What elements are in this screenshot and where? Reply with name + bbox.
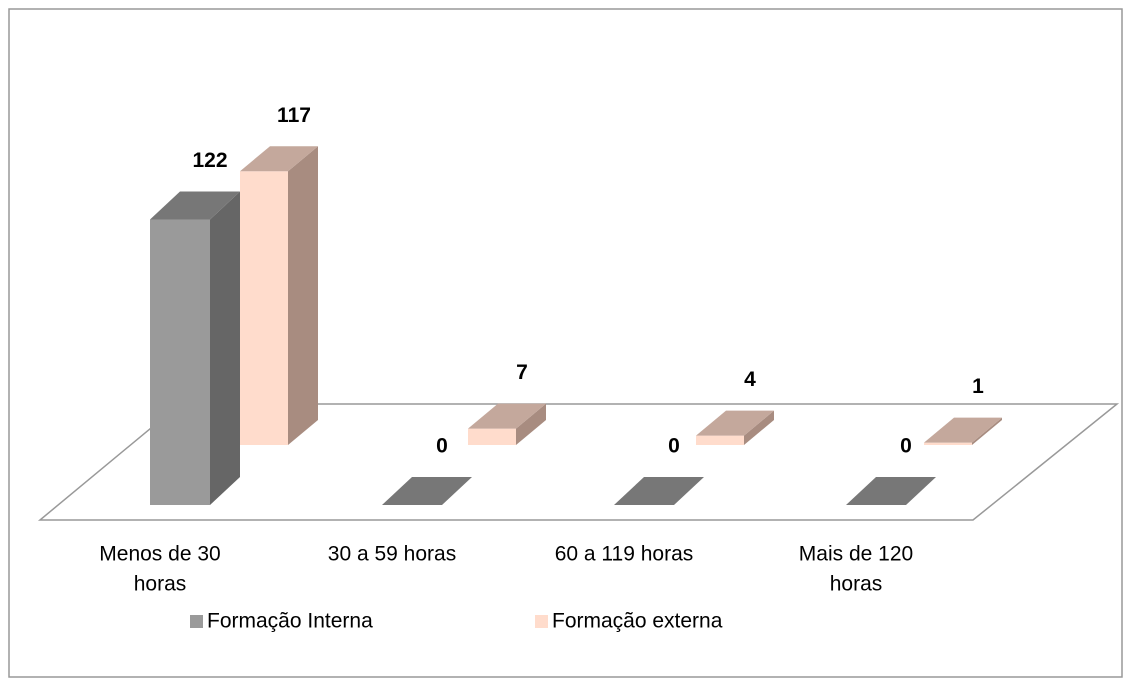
legend-label: Formação externa	[552, 610, 723, 633]
bar-top	[150, 191, 240, 220]
bar-top	[468, 403, 546, 429]
data-label: 4	[744, 368, 756, 391]
data-label: 1	[972, 375, 984, 398]
bar-top	[382, 477, 472, 505]
x-tick-label: 30 a 59 horas	[328, 543, 456, 566]
data-label: 122	[192, 149, 227, 172]
bar	[468, 403, 546, 445]
bar-side	[210, 191, 240, 505]
bar	[846, 477, 936, 505]
bar	[696, 410, 774, 445]
data-label: 0	[436, 435, 448, 458]
bar-side	[744, 410, 774, 445]
data-label: 0	[668, 435, 680, 458]
bar-top	[240, 146, 318, 172]
bar-front	[150, 219, 210, 505]
bar-side	[516, 403, 546, 445]
bar-side	[972, 417, 1002, 445]
bar-front	[924, 442, 972, 445]
bar	[924, 417, 1002, 445]
x-tick-label: Mais de 120	[799, 543, 913, 566]
x-tick-label: Menos de 30	[99, 543, 220, 566]
bar	[382, 477, 472, 505]
data-label: 117	[277, 104, 311, 127]
x-tick-label: horas	[830, 573, 883, 596]
data-label: 0	[900, 435, 912, 458]
bar-front	[240, 171, 288, 445]
bar-front	[696, 435, 744, 445]
data-label: 7	[516, 361, 528, 384]
legend-swatch	[535, 615, 548, 628]
bar	[614, 477, 704, 505]
bar-front	[468, 428, 516, 445]
bar	[150, 191, 240, 505]
bar-top	[924, 417, 1002, 443]
bar-top	[696, 410, 774, 436]
legend-label: Formação Interna	[207, 610, 373, 633]
bar-top	[846, 477, 936, 505]
legend-swatch	[190, 615, 203, 628]
bar-side	[288, 146, 318, 445]
x-tick-label: horas	[134, 573, 187, 596]
x-tick-label: 60 a 119 horas	[555, 543, 694, 566]
floor	[37, 403, 1120, 521]
bar-top	[614, 477, 704, 505]
bar	[240, 146, 318, 445]
